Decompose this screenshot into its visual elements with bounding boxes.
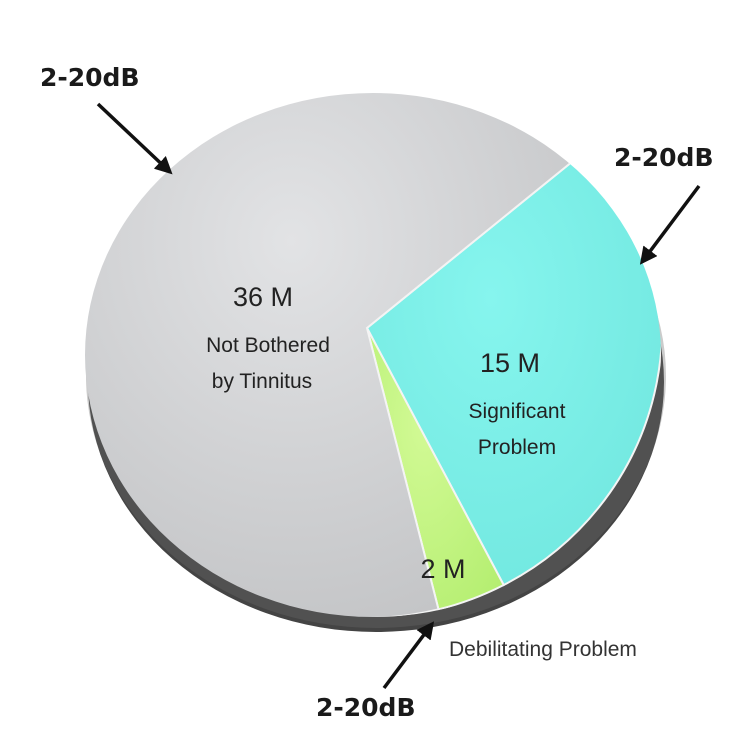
- callout-arrow: [382, 621, 435, 690]
- slice-value-label: 15 M: [480, 348, 540, 378]
- callout-arrow: [639, 184, 701, 265]
- slice-name-label: Significant: [469, 400, 566, 423]
- callout-label: 2-20dB: [316, 693, 416, 722]
- slice-value-label: 2 M: [420, 554, 465, 584]
- slice-name-label: by Tinnitus: [212, 370, 312, 393]
- slice-name-label: Not Bothered: [206, 334, 330, 357]
- callout-label: 2-20dB: [40, 63, 140, 92]
- slice-name-label: Problem: [478, 436, 556, 459]
- slice-value-label: 36 M: [233, 282, 293, 312]
- slice-name-label: Debilitating Problem: [449, 638, 637, 661]
- callout-arrow: [96, 102, 173, 175]
- callout-label: 2-20dB: [614, 143, 714, 172]
